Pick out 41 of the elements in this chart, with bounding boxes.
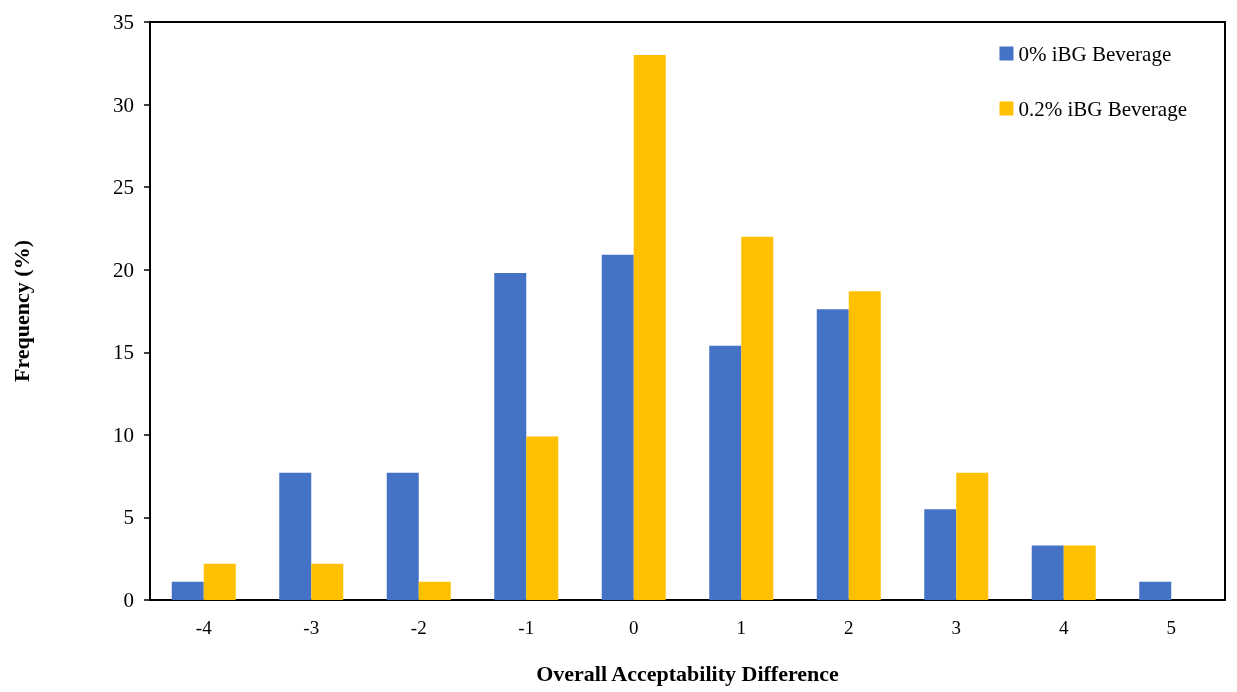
bar — [601, 254, 634, 600]
y-axis-title: Frequency (%) — [8, 240, 34, 382]
x-tick-label: -4 — [195, 617, 213, 638]
bar — [1031, 545, 1064, 600]
bar — [741, 236, 774, 600]
legend-label: 0% iBG Beverage — [1018, 41, 1172, 66]
y-tick-label: 20 — [113, 257, 134, 282]
y-tick-label: 0 — [123, 588, 134, 612]
x-tick-label: 5 — [1166, 617, 1176, 638]
y-tick-label: 15 — [113, 340, 134, 365]
bar — [526, 436, 559, 600]
x-tick-label: 1 — [736, 617, 746, 638]
bar — [709, 345, 742, 600]
legend-label: 0.2% iBG Beverage — [1018, 96, 1188, 121]
bar — [1139, 581, 1172, 600]
x-tick-label: 3 — [951, 617, 961, 638]
bar — [1063, 545, 1096, 600]
bar — [633, 55, 666, 600]
bar — [203, 563, 236, 600]
bar — [848, 291, 881, 600]
y-tick-label: 5 — [123, 505, 134, 530]
y-tick-label: 25 — [113, 175, 134, 200]
x-tick-label: -3 — [303, 617, 320, 638]
bar — [386, 472, 419, 600]
bar — [171, 581, 204, 600]
x-tick-label: -1 — [518, 617, 535, 638]
bar — [279, 472, 312, 600]
bar — [924, 509, 957, 600]
bar — [494, 273, 527, 600]
x-tick-label: 4 — [1059, 617, 1069, 638]
y-tick-label: 30 — [113, 92, 134, 117]
bar — [956, 472, 989, 600]
x-tick-label: 2 — [844, 617, 854, 638]
bar — [311, 563, 344, 600]
x-tick-label: 0 — [629, 617, 639, 638]
bar — [418, 581, 451, 600]
bar — [816, 309, 849, 600]
x-tick-label: -2 — [410, 617, 427, 638]
y-tick-label: 35 — [113, 10, 134, 34]
y-tick-label: 10 — [113, 422, 134, 447]
x-axis-title: Overall Acceptability Difference — [536, 660, 840, 686]
